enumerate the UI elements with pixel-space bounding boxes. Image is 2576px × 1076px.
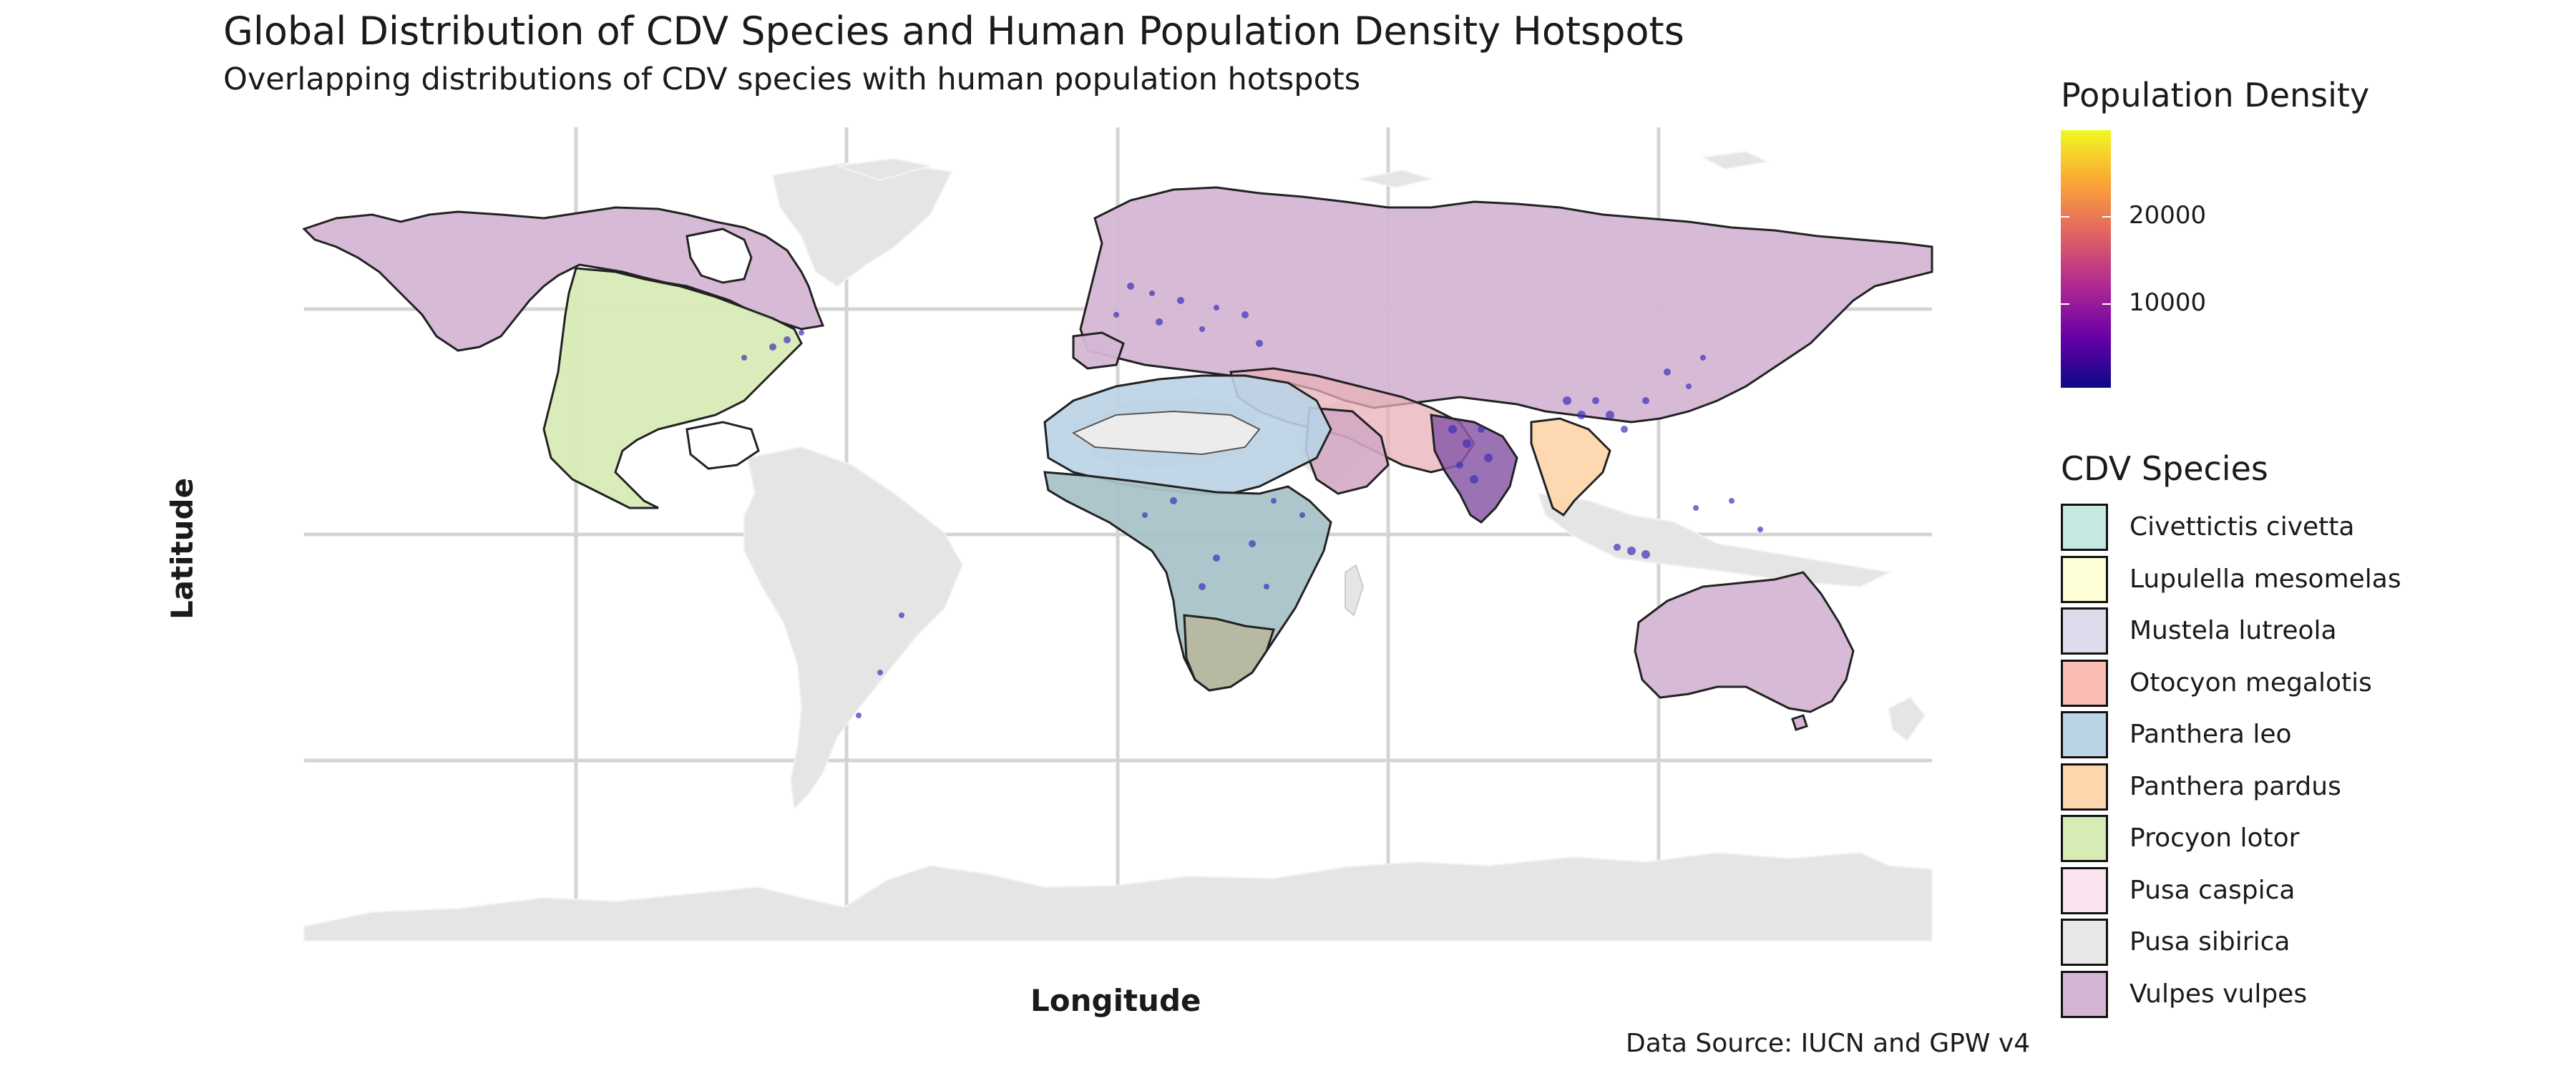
gulf-of-mexico xyxy=(686,421,760,470)
range-africa-south xyxy=(1183,614,1276,692)
species-label: Vulpes vulpes xyxy=(2129,979,2308,1009)
species-label: Pusa sibirica xyxy=(2129,927,2290,957)
species-swatch xyxy=(2061,711,2108,758)
land-new-zealand xyxy=(1888,696,1926,742)
species-swatch xyxy=(2061,659,2108,707)
species-swatch xyxy=(2061,919,2108,966)
species-label: Civettictis civetta xyxy=(2129,512,2355,542)
species-label: Lupulella mesomelas xyxy=(2129,564,2401,594)
species-swatch xyxy=(2061,763,2108,811)
range-vulpes-vulpes-iberia xyxy=(1072,331,1125,370)
land-antarctica xyxy=(303,851,1933,942)
species-ranges xyxy=(302,186,1933,731)
sahara-hole xyxy=(1071,410,1261,456)
species-swatch xyxy=(2061,504,2108,551)
range-procyon-lotor xyxy=(542,267,803,509)
species-swatch xyxy=(2061,970,2108,1018)
map-title: Global Distribution of CDV Species and H… xyxy=(223,9,1684,54)
species-label: Pusa caspica xyxy=(2129,875,2296,905)
species-label: Otocyon megalotis xyxy=(2129,667,2372,698)
species-label: Mustela lutreola xyxy=(2129,616,2337,645)
density-points xyxy=(741,283,1763,718)
colorbar-title: Population Density xyxy=(2061,76,2370,114)
colorbar-tick-mark-10000 xyxy=(2061,303,2069,305)
species-swatch xyxy=(2061,866,2108,914)
colorbar-tick-mark-20000-right xyxy=(2102,216,2111,217)
species-legend-title: CDV Species xyxy=(2061,449,2268,488)
species-label: Panthera leo xyxy=(2129,720,2292,749)
colorbar-gradient xyxy=(2061,130,2111,388)
hudson-bay xyxy=(686,228,753,284)
land-south-america xyxy=(743,446,964,811)
colorbar-tick-mark-20000 xyxy=(2061,216,2069,217)
land-arctic-islands xyxy=(836,150,1770,189)
species-swatch xyxy=(2061,555,2108,603)
range-india xyxy=(1430,414,1518,524)
colorbar-tick-20000: 20000 xyxy=(2129,201,2207,230)
species-label: Panthera pardus xyxy=(2129,771,2341,801)
data-source-caption: Data Source: IUCN and GPW v4 xyxy=(1626,1029,2031,1058)
y-axis-label: Latitude xyxy=(165,477,200,620)
species-swatch xyxy=(2061,607,2108,655)
map-subtitle: Overlapping distributions of CDV species… xyxy=(223,62,1361,97)
land-madagascar xyxy=(1345,564,1365,617)
range-panthera-pardus xyxy=(1530,417,1611,517)
colorbar-tick-mark-10000-right xyxy=(2102,303,2111,305)
colorbar-tick-10000: 10000 xyxy=(2129,288,2207,317)
x-axis-label: Longitude xyxy=(1030,983,1201,1018)
species-label: Procyon lotor xyxy=(2129,823,2300,853)
range-vulpes-vulpes-australia xyxy=(1634,571,1855,713)
range-vulpes-vulpes-eurasia xyxy=(1079,186,1933,424)
land-tasmania xyxy=(1791,714,1808,731)
land-se-asia xyxy=(1537,492,1892,588)
species-swatch xyxy=(2061,815,2108,862)
